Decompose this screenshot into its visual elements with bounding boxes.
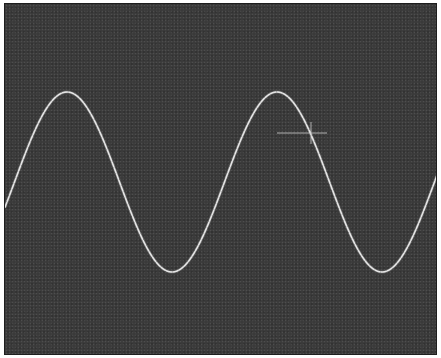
sine-wave-trace-glow <box>5 90 436 274</box>
sine-wave-trace <box>5 91 436 273</box>
cursor-marker <box>277 122 327 144</box>
oscilloscope-screen <box>4 3 437 355</box>
bottom-status-bar <box>5 320 436 354</box>
waveform-display <box>5 90 436 274</box>
